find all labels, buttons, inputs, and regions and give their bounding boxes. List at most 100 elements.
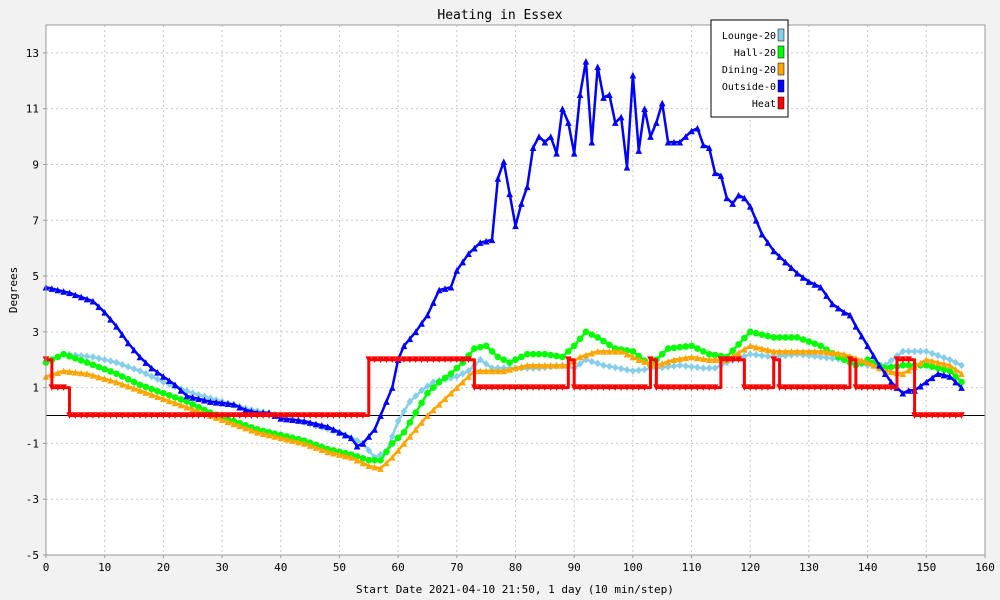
data-point-dining-20 (289, 437, 296, 444)
data-point-hall-20 (476, 343, 484, 351)
data-point-hall-20 (576, 335, 584, 343)
data-point-outside-0 (570, 150, 578, 157)
data-point-heat (793, 384, 801, 391)
data-point-outside-0 (347, 434, 355, 442)
data-point-hall-20 (899, 362, 907, 369)
data-point-lounge-20 (77, 352, 85, 360)
data-point-outside-0 (817, 283, 824, 291)
data-point-dining-20 (682, 354, 689, 362)
data-point-outside-0 (588, 138, 596, 146)
data-point-dining-20 (347, 454, 355, 461)
data-point-dining-20 (371, 463, 378, 471)
data-point-hall-20 (471, 345, 478, 352)
data-point-outside-0 (435, 286, 443, 294)
data-point-outside-0 (494, 175, 502, 182)
data-point-heat (265, 412, 273, 419)
data-point-lounge-20 (682, 362, 689, 370)
x-tick-label: 120 (740, 561, 760, 574)
data-point-dining-20 (582, 351, 590, 359)
data-point-hall-20 (606, 341, 613, 349)
data-point-heat (359, 412, 367, 419)
data-point-dining-20 (500, 367, 508, 375)
data-point-outside-0 (741, 194, 748, 202)
data-point-heat (629, 384, 637, 391)
data-point-outside-0 (60, 288, 67, 295)
data-point-hall-20 (688, 342, 695, 350)
data-point-heat (453, 356, 461, 364)
data-point-dining-20 (476, 367, 484, 375)
data-point-outside-0 (641, 105, 648, 112)
data-point-outside-0 (723, 194, 731, 202)
data-point-outside-0 (664, 138, 672, 146)
data-point-heat (582, 384, 590, 391)
data-point-lounge-20 (746, 350, 754, 358)
data-point-lounge-20 (160, 378, 167, 386)
data-point-dining-20 (271, 433, 279, 440)
data-point-dining-20 (829, 349, 836, 357)
data-point-outside-0 (154, 368, 161, 376)
data-point-dining-20 (148, 391, 155, 398)
data-point-heat (107, 412, 114, 419)
data-point-outside-0 (711, 169, 719, 177)
data-point-dining-20 (776, 348, 783, 355)
data-point-outside-0 (459, 258, 466, 266)
data-point-heat (717, 356, 725, 364)
x-tick-label: 50 (333, 561, 346, 574)
data-point-heat (295, 412, 302, 419)
data-point-heat (488, 384, 496, 391)
data-point-outside-0 (535, 133, 543, 140)
data-point-dining-20 (412, 426, 420, 433)
data-point-heat (242, 412, 249, 419)
data-point-heat (207, 412, 214, 419)
data-point-lounge-20 (588, 357, 596, 366)
data-point-heat (383, 356, 390, 364)
data-point-outside-0 (917, 382, 924, 390)
data-point-dining-20 (635, 356, 643, 364)
data-point-dining-20 (83, 370, 91, 377)
data-point-outside-0 (512, 222, 519, 230)
data-point-hall-20 (553, 352, 560, 360)
data-point-hall-20 (700, 348, 707, 355)
data-point-dining-20 (160, 395, 167, 403)
data-point-dining-20 (864, 359, 871, 366)
data-point-heat (911, 412, 918, 419)
data-point-outside-0 (283, 415, 290, 423)
data-point-heat (940, 412, 948, 419)
data-point-outside-0 (576, 91, 584, 99)
data-point-heat (782, 384, 789, 391)
data-point-outside-0 (717, 172, 725, 179)
data-point-outside-0 (212, 398, 220, 406)
data-point-dining-20 (688, 353, 695, 361)
data-point-heat (958, 412, 965, 419)
x-tick-label: 110 (682, 561, 702, 574)
data-point-hall-20 (148, 385, 155, 393)
data-point-dining-20 (95, 373, 103, 381)
data-point-heat (165, 412, 173, 419)
data-point-hall-20 (523, 350, 531, 358)
data-point-heat (928, 412, 936, 419)
data-point-heat (283, 412, 290, 419)
data-point-lounge-20 (694, 363, 701, 372)
data-point-outside-0 (195, 395, 202, 403)
data-point-outside-0 (846, 311, 854, 319)
data-point-heat (893, 356, 901, 364)
data-point-hall-20 (183, 398, 191, 405)
data-point-hall-20 (482, 342, 490, 350)
data-point-heat (576, 384, 584, 391)
data-point-dining-20 (77, 369, 85, 377)
data-point-heat (154, 412, 161, 419)
legend-label-lounge-20: Lounge-20 (722, 31, 776, 42)
x-tick-label: 70 (450, 561, 463, 574)
data-point-hall-20 (383, 448, 390, 456)
data-point-outside-0 (365, 433, 373, 440)
data-point-heat (77, 412, 85, 419)
data-point-heat (512, 384, 519, 391)
data-point-lounge-20 (207, 394, 214, 403)
data-point-heat (336, 412, 343, 419)
data-point-hall-20 (705, 350, 713, 358)
data-point-outside-0 (453, 267, 461, 274)
data-point-hall-20 (664, 345, 672, 352)
data-point-dining-20 (224, 418, 232, 426)
data-point-hall-20 (101, 365, 108, 373)
data-point-dining-20 (336, 451, 343, 458)
